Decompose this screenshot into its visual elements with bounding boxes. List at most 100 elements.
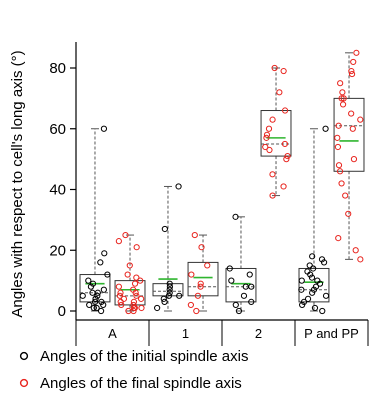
- y-tick-label: 0: [58, 303, 66, 320]
- box-group: [260, 64, 292, 199]
- data-point: [298, 286, 305, 293]
- box: [187, 261, 219, 297]
- y-tick-label: 60: [49, 121, 66, 138]
- data-point: [138, 295, 145, 302]
- category-label: 2: [255, 326, 262, 341]
- data-point: [335, 122, 342, 129]
- data-point: [300, 298, 308, 305]
- data-point: [337, 80, 344, 87]
- y-axis-label: Angles with respect to cell's long axis …: [9, 50, 26, 317]
- data-point: [161, 225, 168, 233]
- data-point: [350, 58, 357, 66]
- data-point: [101, 250, 108, 257]
- box: [298, 267, 330, 303]
- data-point: [310, 286, 318, 293]
- data-point: [94, 292, 101, 299]
- data-point: [166, 289, 173, 296]
- data-point: [350, 156, 358, 163]
- data-point: [90, 304, 97, 312]
- data-point: [198, 244, 205, 251]
- data-point: [334, 143, 342, 151]
- data-point: [115, 283, 122, 290]
- data-point: [130, 301, 137, 309]
- data-point: [280, 67, 287, 75]
- data-point: [269, 192, 276, 199]
- data-point: [304, 295, 312, 302]
- data-point: [193, 307, 200, 315]
- box: [260, 110, 292, 157]
- data-point: [204, 262, 211, 269]
- y-axis-label-group: Angles with respect to cell's long axis …: [9, 50, 26, 317]
- data-point: [348, 70, 356, 78]
- data-point: [271, 64, 278, 72]
- box-group: [225, 213, 257, 315]
- data-point: [122, 231, 129, 239]
- y-tick-label: 20: [49, 242, 66, 259]
- data-point: [117, 289, 124, 296]
- data-point: [93, 304, 100, 312]
- legend: Angles of the initial spindle axis Angles…: [19, 348, 248, 392]
- data-point: [133, 274, 140, 281]
- legend-marker: [19, 351, 29, 361]
- data-point: [299, 301, 306, 309]
- data-point: [197, 280, 204, 287]
- data-point: [318, 256, 326, 263]
- data-point: [266, 146, 273, 154]
- data-point: [335, 235, 342, 242]
- data-point: [165, 292, 173, 299]
- data-point: [322, 292, 330, 299]
- data-point: [191, 231, 198, 239]
- data-point: [166, 280, 173, 287]
- data-point: [339, 89, 346, 96]
- data-point: [246, 271, 253, 278]
- data-point: [120, 295, 128, 302]
- data-point: [269, 171, 276, 178]
- data-point: [348, 110, 355, 117]
- data-point: [232, 213, 239, 220]
- data-point: [269, 116, 276, 123]
- data-point: [340, 95, 347, 102]
- data-point: [138, 304, 145, 312]
- box: [114, 280, 146, 306]
- legend-entry: Angles of the initial spindle axis: [40, 348, 248, 365]
- data-point: [100, 125, 108, 132]
- data-point: [85, 277, 92, 284]
- data-point: [97, 307, 105, 315]
- data-point: [175, 183, 182, 190]
- data-point: [166, 286, 173, 293]
- data-point: [263, 131, 271, 138]
- data-point: [310, 265, 317, 272]
- data-point: [131, 280, 139, 287]
- data-point: [100, 286, 107, 293]
- data-point: [124, 271, 131, 278]
- data-point: [126, 262, 133, 269]
- data-point: [281, 140, 289, 148]
- data-point: [262, 143, 269, 151]
- y-tick-label: 80: [49, 60, 66, 77]
- data-point: [311, 304, 319, 312]
- data-point: [98, 298, 105, 305]
- data-point: [154, 304, 161, 312]
- data-point: [345, 210, 352, 217]
- data-point: [130, 298, 138, 305]
- box-group: [187, 231, 219, 315]
- data-point: [116, 292, 123, 299]
- data-point: [319, 307, 326, 315]
- data-point: [309, 253, 316, 260]
- data-point: [314, 277, 321, 284]
- category-label: P and PP: [304, 326, 359, 341]
- data-point: [89, 289, 96, 296]
- data-point: [306, 262, 313, 269]
- data-point: [349, 125, 356, 132]
- data-point: [248, 298, 255, 305]
- data-point: [137, 277, 144, 284]
- data-point: [357, 116, 364, 123]
- data-point: [280, 183, 287, 190]
- category-label: 1: [182, 326, 189, 341]
- box-group: [298, 125, 330, 315]
- data-point: [348, 67, 355, 75]
- box: [333, 97, 365, 172]
- y-tick-label: 40: [49, 182, 66, 199]
- data-point: [130, 307, 137, 315]
